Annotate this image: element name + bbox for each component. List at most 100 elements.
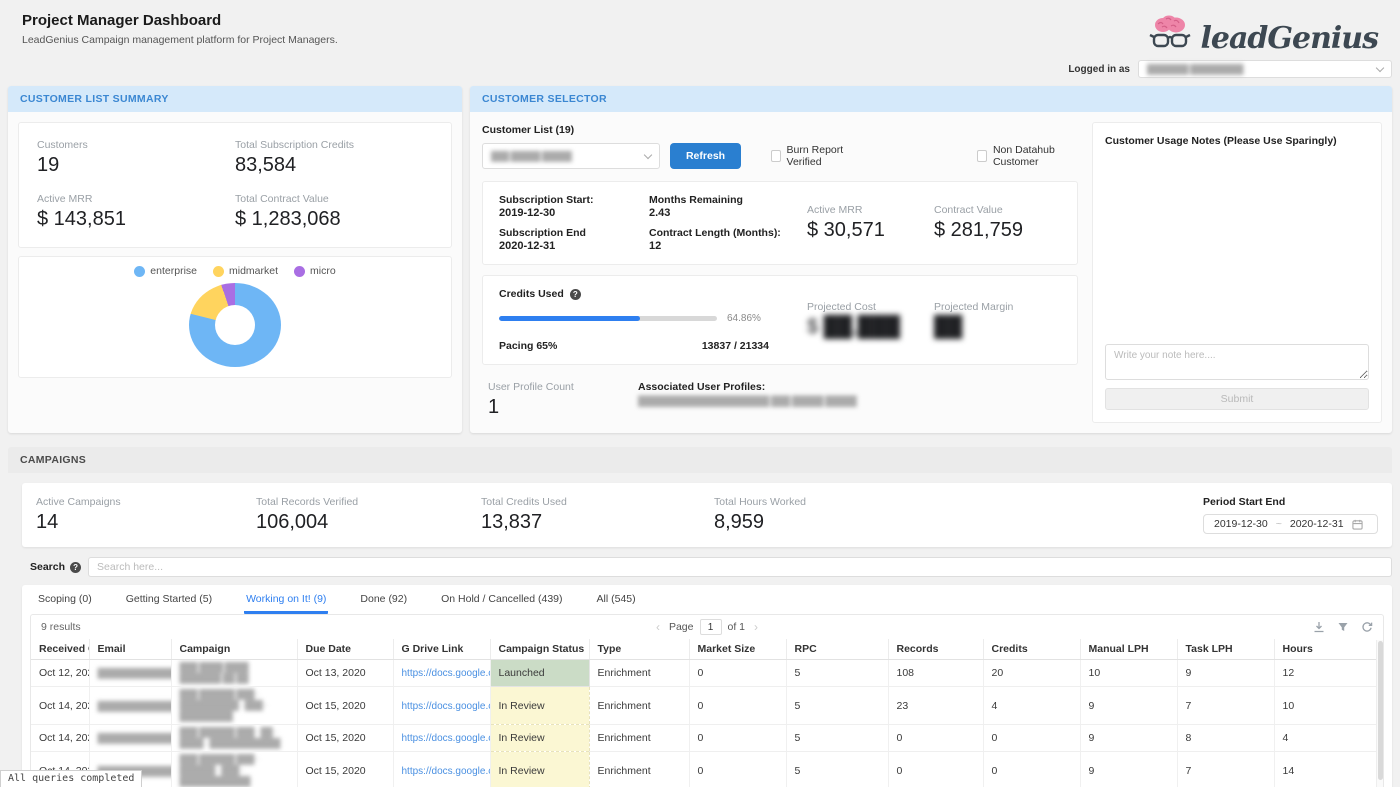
g-drive-link[interactable]: https://docs.google.com/ xyxy=(402,733,491,744)
g-drive-link[interactable]: https://docs.google.com/ xyxy=(402,668,491,679)
credits-cell: 0 xyxy=(983,725,1080,752)
credits-used-block: Credits Used ? 64.86% Pacing 65% 13837 /… xyxy=(499,288,807,352)
campaign-cell: ███ ██████ ███ - ██ - ████ - ███████████… xyxy=(171,725,297,752)
campaign-status-cell: In Review xyxy=(490,687,589,725)
tab-1[interactable]: Getting Started (5) xyxy=(124,586,214,614)
stat-total-records-verified: Total Records Verified 106,004 xyxy=(256,496,481,534)
summary-stats-card: Customers 19 Total Subscription Credits … xyxy=(18,122,452,248)
previous-page-icon[interactable]: ‹ xyxy=(653,620,663,634)
projected-cost-redacted: $ ██,███ xyxy=(807,316,934,339)
column-header[interactable]: Due Date xyxy=(297,639,393,660)
stat-projected-cost: Projected Cost $ ██,███ xyxy=(807,301,934,339)
stat-projected-margin: Projected Margin ██ xyxy=(934,301,1061,339)
tab-3[interactable]: Done (92) xyxy=(358,586,409,614)
hours-cell: 10 xyxy=(1274,687,1376,725)
column-header[interactable]: Hours xyxy=(1274,639,1376,660)
download-icon[interactable] xyxy=(1313,621,1325,633)
customer-list-summary-panel: CUSTOMER LIST SUMMARY Customers 19 Total… xyxy=(8,86,462,433)
task-lph-cell: 9 xyxy=(1177,660,1274,687)
stat-selected-contract-value: Contract Value $ 281,759 xyxy=(934,204,1061,242)
note-input[interactable] xyxy=(1105,344,1369,380)
legend-item[interactable]: enterprise xyxy=(134,265,197,277)
table-row: Oct 14, 2020██████████████ …███ ██████ █… xyxy=(31,687,1376,725)
info-icon[interactable]: ? xyxy=(70,562,81,573)
campaign-status-cell: In Review xyxy=(490,752,589,787)
credits-cell: 4 xyxy=(983,687,1080,725)
email-cell: ██████████████ … xyxy=(89,725,171,752)
tab-5[interactable]: All (545) xyxy=(595,586,638,614)
credits-percent: 64.86% xyxy=(727,313,761,324)
header-titles: Project Manager Dashboard LeadGenius Cam… xyxy=(8,12,338,46)
filter-icon[interactable] xyxy=(1337,621,1349,633)
campaigns-table: Received OnEmailCampaignDue DateG Drive … xyxy=(31,639,1376,787)
legend-item[interactable]: midmarket xyxy=(213,265,278,277)
checkbox-icon xyxy=(977,150,987,162)
column-header[interactable]: Type xyxy=(589,639,689,660)
type-cell: Enrichment xyxy=(589,725,689,752)
chevron-down-icon xyxy=(1376,63,1384,71)
due-date-cell: Oct 15, 2020 xyxy=(297,687,393,725)
search-input[interactable] xyxy=(88,557,1392,577)
column-header[interactable]: Manual LPH xyxy=(1080,639,1177,660)
email-redacted: ██████████████ xyxy=(98,668,172,678)
non-datahub-customer-checkbox[interactable]: Non Datahub Customer xyxy=(977,144,1078,168)
burn-report-verified-checkbox[interactable]: Burn Report Verified xyxy=(771,144,859,168)
refresh-button[interactable]: Refresh xyxy=(670,143,741,169)
period-range-picker[interactable]: 2019-12-30 ~ 2020-12-31 xyxy=(1203,514,1378,534)
legend-item[interactable]: micro xyxy=(294,265,336,277)
received-on-cell: Oct 14, 2020 xyxy=(31,687,89,725)
records-cell: 23 xyxy=(888,687,983,725)
period-start-value: 2019-12-30 xyxy=(1214,518,1268,530)
legend-dot xyxy=(134,266,145,277)
column-header[interactable]: Campaign Status xyxy=(490,639,589,660)
tab-2[interactable]: Working on It! (9) xyxy=(244,586,328,614)
g-drive-link-cell: https://docs.google.com/ ⋯ xyxy=(393,752,490,787)
column-header[interactable]: RPC xyxy=(786,639,888,660)
g-drive-link-cell: https://docs.google.com/ ⋯ xyxy=(393,725,490,752)
table-scrollbar xyxy=(1376,640,1383,787)
page-number-input[interactable] xyxy=(700,619,722,635)
campaigns-section-header: CAMPAIGNS xyxy=(8,447,1392,473)
stat-user-profile-count: User Profile Count 1 xyxy=(488,381,638,419)
summary-panel-header: CUSTOMER LIST SUMMARY xyxy=(8,86,462,112)
customer-select[interactable]: ███ █████ █████ xyxy=(482,143,660,169)
manual-lph-cell: 9 xyxy=(1080,687,1177,725)
period-end-value: 2020-12-31 xyxy=(1290,518,1344,530)
g-drive-link[interactable]: https://docs.google.com/ xyxy=(402,701,491,712)
info-icon[interactable]: ? xyxy=(570,289,581,300)
tab-4[interactable]: On Hold / Cancelled (439) xyxy=(439,586,564,614)
pagination: ‹ Page of 1 › xyxy=(221,619,1193,635)
scrollbar-thumb[interactable] xyxy=(1378,641,1383,780)
column-header[interactable]: Campaign xyxy=(171,639,297,660)
type-cell: Enrichment xyxy=(589,687,689,725)
refresh-icon[interactable] xyxy=(1361,621,1373,633)
credits-cell: 20 xyxy=(983,660,1080,687)
column-header[interactable]: Records xyxy=(888,639,983,660)
hours-cell: 14 xyxy=(1274,752,1376,787)
records-cell: 0 xyxy=(888,752,983,787)
column-header[interactable]: Task LPH xyxy=(1177,639,1274,660)
g-drive-link[interactable]: https://docs.google.com/ xyxy=(402,766,491,777)
submit-note-button[interactable]: Submit xyxy=(1105,388,1369,410)
campaign-redacted: ███ ██████ ███ - ██████ - ███ - ████████… xyxy=(180,754,259,786)
logged-in-as-label: Logged in as xyxy=(1068,64,1130,75)
records-cell: 0 xyxy=(888,725,983,752)
table-box: 9 results ‹ Page of 1 › xyxy=(30,614,1384,787)
column-header[interactable]: Credits xyxy=(983,639,1080,660)
segment-chart-card: enterprise midmarket micro xyxy=(18,256,452,378)
brand-name: leadGenius xyxy=(1200,24,1378,54)
results-count: 9 results xyxy=(41,621,221,633)
column-header[interactable]: Market Size xyxy=(689,639,786,660)
table-row: Oct 12, 2020██████████████ …███ ████ ███… xyxy=(31,660,1376,687)
customer-list-label: Customer List (19) xyxy=(482,124,1078,136)
page-title: Project Manager Dashboard xyxy=(22,12,338,29)
next-page-icon[interactable]: › xyxy=(751,620,761,634)
column-header[interactable]: G Drive Link xyxy=(393,639,490,660)
subscription-terms: Months Remaining 2.43 Contract Length (M… xyxy=(649,194,807,252)
stat-total-contract-value: Total Contract Value $ 1,283,068 xyxy=(235,193,433,231)
logged-in-user-select[interactable]: ███████ █████████ xyxy=(1138,60,1392,78)
column-header[interactable]: Received On xyxy=(31,639,89,660)
manual-lph-cell: 9 xyxy=(1080,725,1177,752)
column-header[interactable]: Email xyxy=(89,639,171,660)
tab-0[interactable]: Scoping (0) xyxy=(36,586,94,614)
